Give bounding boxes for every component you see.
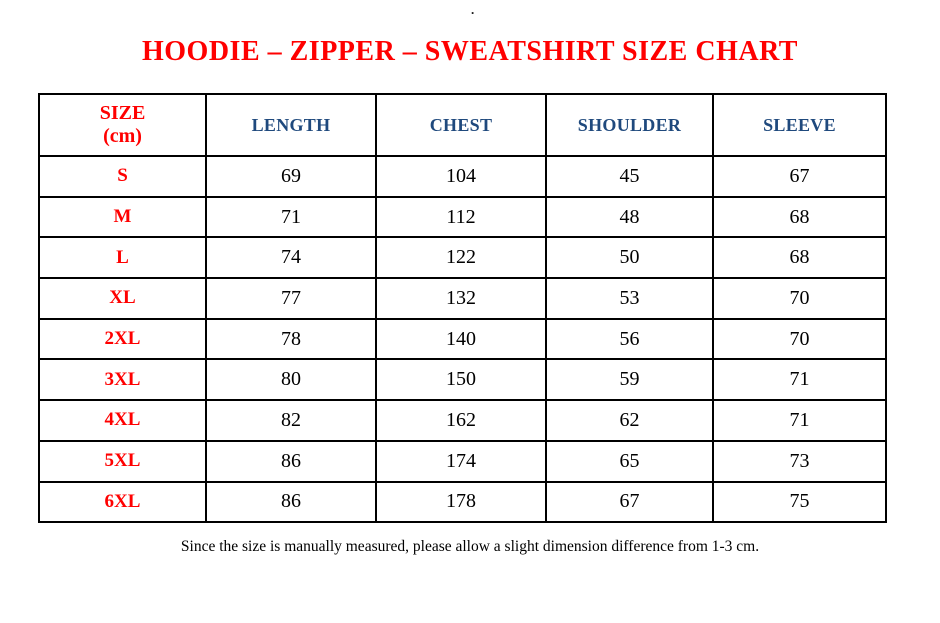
measurement-value: 67 xyxy=(545,480,714,524)
size-label: 4XL xyxy=(38,399,207,442)
header-size-line1: SIZE xyxy=(99,102,146,124)
measurement-value: 162 xyxy=(375,399,547,442)
measurement-value: 104 xyxy=(375,155,547,198)
measurement-value: 112 xyxy=(375,195,547,239)
header-shoulder: SHOULDER xyxy=(545,93,714,157)
measurement-value: 62 xyxy=(545,399,714,442)
top-period-mark: . xyxy=(471,2,475,17)
measurement-value: 78 xyxy=(205,317,377,361)
measurement-value: 150 xyxy=(375,358,547,402)
measurement-value: 86 xyxy=(205,439,377,483)
size-label: S xyxy=(38,155,207,198)
measurement-value: 68 xyxy=(712,195,887,239)
table-row: M 71 112 48 68 xyxy=(38,195,887,239)
measurement-value: 71 xyxy=(712,399,887,442)
measurement-value: 70 xyxy=(712,277,887,320)
table-row: XL 77 132 53 70 xyxy=(38,277,887,320)
table-row: 2XL 78 140 56 70 xyxy=(38,317,887,361)
measurement-value: 132 xyxy=(375,277,547,320)
table-row: L 74 122 50 68 xyxy=(38,236,887,280)
measurement-value: 86 xyxy=(205,480,377,524)
size-label: L xyxy=(38,236,207,280)
measurement-value: 71 xyxy=(712,358,887,402)
measurement-value: 73 xyxy=(712,439,887,483)
measurement-value: 53 xyxy=(545,277,714,320)
table-row: 5XL 86 174 65 73 xyxy=(38,439,887,483)
size-label: 5XL xyxy=(38,439,207,483)
measurement-value: 56 xyxy=(545,317,714,361)
measurement-value: 67 xyxy=(712,155,887,198)
table-row: 3XL 80 150 59 71 xyxy=(38,358,887,402)
measurement-value: 71 xyxy=(205,195,377,239)
measurement-value: 178 xyxy=(375,480,547,524)
table-row: 4XL 82 162 62 71 xyxy=(38,399,887,442)
measurement-value: 80 xyxy=(205,358,377,402)
header-length: LENGTH xyxy=(205,93,377,157)
measurement-value: 70 xyxy=(712,317,887,361)
measurement-value: 174 xyxy=(375,439,547,483)
measurement-value: 68 xyxy=(712,236,887,280)
measurement-value: 122 xyxy=(375,236,547,280)
size-label: 3XL xyxy=(38,358,207,402)
table-body: S 69 104 45 67 M 71 112 48 68 L 74 122 50 68 XL 77 132 53 7… xyxy=(38,155,887,524)
measurement-value: 48 xyxy=(545,195,714,239)
page-title: HOODIE – ZIPPER – SWEATSHIRT SIZE CHART xyxy=(142,36,798,67)
size-label: M xyxy=(38,195,207,239)
measurement-value: 65 xyxy=(545,439,714,483)
measurement-value: 82 xyxy=(205,399,377,442)
size-label: XL xyxy=(38,277,207,320)
size-chart-table: SIZE (cm) LENGTH CHEST SHOULDER SLEEVE S… xyxy=(38,93,887,524)
measurement-value: 69 xyxy=(205,155,377,198)
measurement-value: 45 xyxy=(545,155,714,198)
table-row: 6XL 86 178 67 75 xyxy=(38,480,887,524)
measurement-value: 50 xyxy=(545,236,714,280)
size-label: 6XL xyxy=(38,480,207,524)
measurement-value: 59 xyxy=(545,358,714,402)
table-row: S 69 104 45 67 xyxy=(38,155,887,198)
footer-note: Since the size is manually measured, ple… xyxy=(180,538,760,555)
header-sleeve: SLEEVE xyxy=(712,93,887,157)
table-header-row: SIZE (cm) LENGTH CHEST SHOULDER SLEEVE xyxy=(38,93,887,157)
header-chest: CHEST xyxy=(375,93,547,157)
size-label: 2XL xyxy=(38,317,207,361)
measurement-value: 74 xyxy=(205,236,377,280)
measurement-value: 75 xyxy=(712,480,887,524)
header-size-line2: (cm) xyxy=(103,125,142,147)
measurement-value: 140 xyxy=(375,317,547,361)
measurement-value: 77 xyxy=(205,277,377,320)
header-size-cm: SIZE (cm) xyxy=(38,93,207,157)
